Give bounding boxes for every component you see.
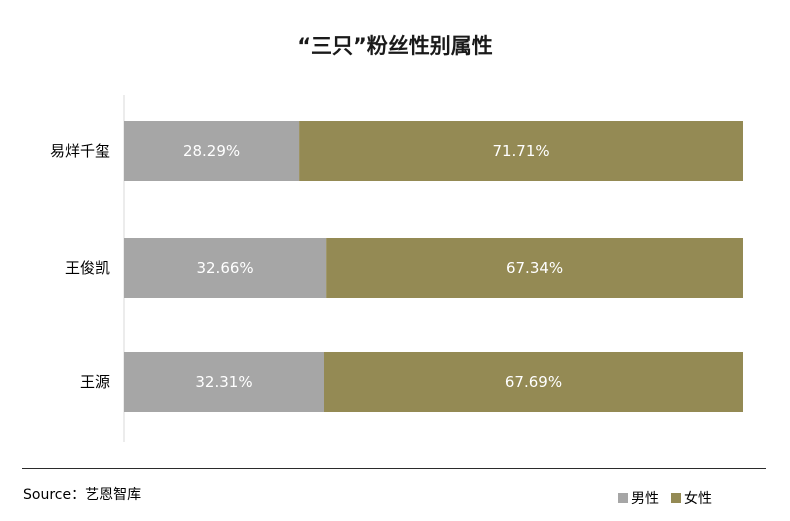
chart-title: “三只”粉丝性别属性	[297, 34, 493, 58]
bar-segment-female	[326, 238, 743, 298]
data-label: 67.69%	[504, 373, 563, 391]
data-label: 32.66%	[196, 259, 254, 277]
legend-label-female: 女性	[684, 491, 712, 507]
bar-segment-male	[124, 238, 327, 298]
bar-segment-female	[299, 121, 743, 181]
bars-layer	[124, 121, 743, 412]
legend-item-female: 女性	[671, 488, 712, 508]
data-label: 67.34%	[505, 259, 564, 277]
category-label: 王俊凯	[64, 259, 110, 277]
bar-segment-male	[124, 352, 324, 412]
category-label: 王源	[79, 373, 110, 391]
footer-divider	[22, 468, 766, 469]
data-label: 71.71%	[492, 142, 550, 160]
bar-segment-male	[124, 121, 300, 181]
bar-segment-female	[323, 352, 743, 412]
legend-swatch-female	[671, 493, 681, 503]
legend-swatch-male	[618, 493, 628, 503]
legend-item-male: 男性	[618, 488, 659, 508]
source-note: Source：艺恩智库	[23, 487, 142, 503]
data-label: 32.31%	[195, 373, 253, 391]
category-label: 易烊千玺	[49, 142, 110, 160]
chart-legend: 男性 女性	[618, 488, 724, 508]
legend-label-male: 男性	[631, 491, 659, 507]
data-label: 28.29%	[182, 142, 241, 160]
